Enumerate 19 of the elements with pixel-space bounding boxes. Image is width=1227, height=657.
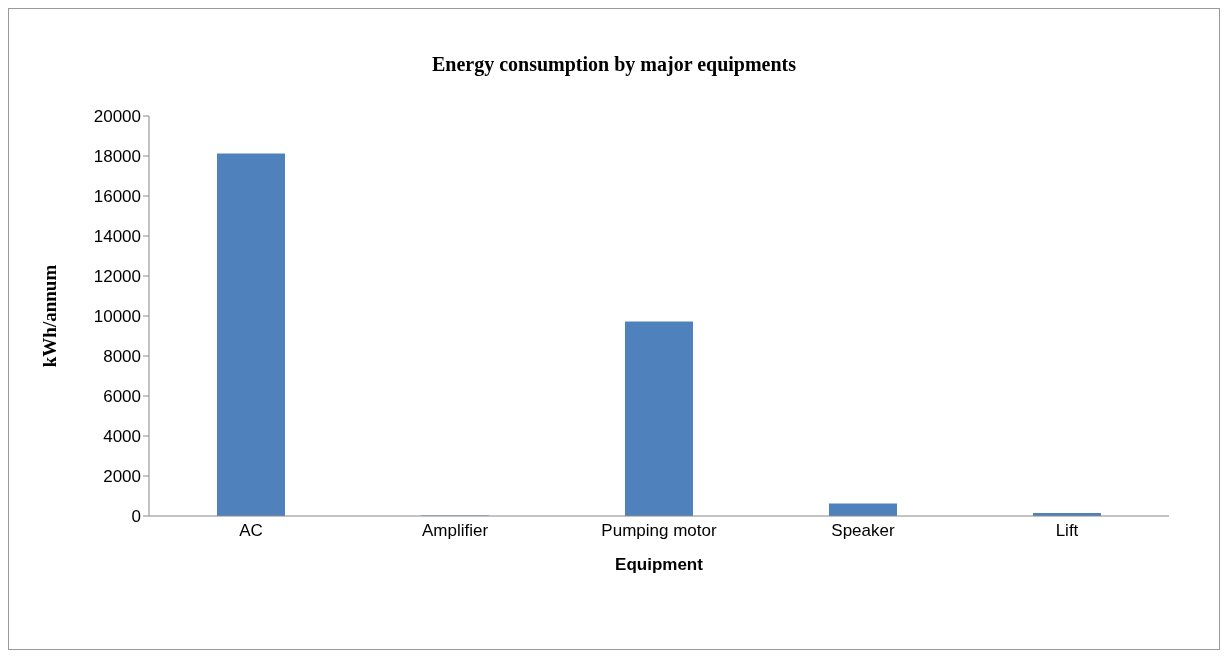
y-tick-label: 8000 <box>103 347 141 367</box>
y-tick-label: 14000 <box>93 227 141 247</box>
y-tick-label: 20000 <box>93 107 141 127</box>
y-tick-label: 10000 <box>93 307 141 327</box>
chart-title: Energy consumption by major equipments <box>430 53 798 76</box>
x-tick-label: Speaker <box>831 521 895 541</box>
y-tick-label: 2000 <box>103 467 141 487</box>
x-tick-label: Amplifier <box>421 521 489 541</box>
y-tick-label: 18000 <box>93 147 141 167</box>
y-axis-title: kWh/annum <box>38 264 60 368</box>
x-tick-label: Pumping motor <box>601 521 717 541</box>
y-tick-label: 12000 <box>93 267 141 287</box>
x-tick-label: Lift <box>1055 521 1079 541</box>
x-axis-title: Equipment <box>615 555 704 574</box>
y-tick-label: 6000 <box>103 387 141 407</box>
x-tick-label: AC <box>239 521 263 541</box>
y-tick-label: 4000 <box>103 427 141 447</box>
y-tick-label: 16000 <box>93 187 141 207</box>
y-tick-label: 0 <box>131 507 141 527</box>
